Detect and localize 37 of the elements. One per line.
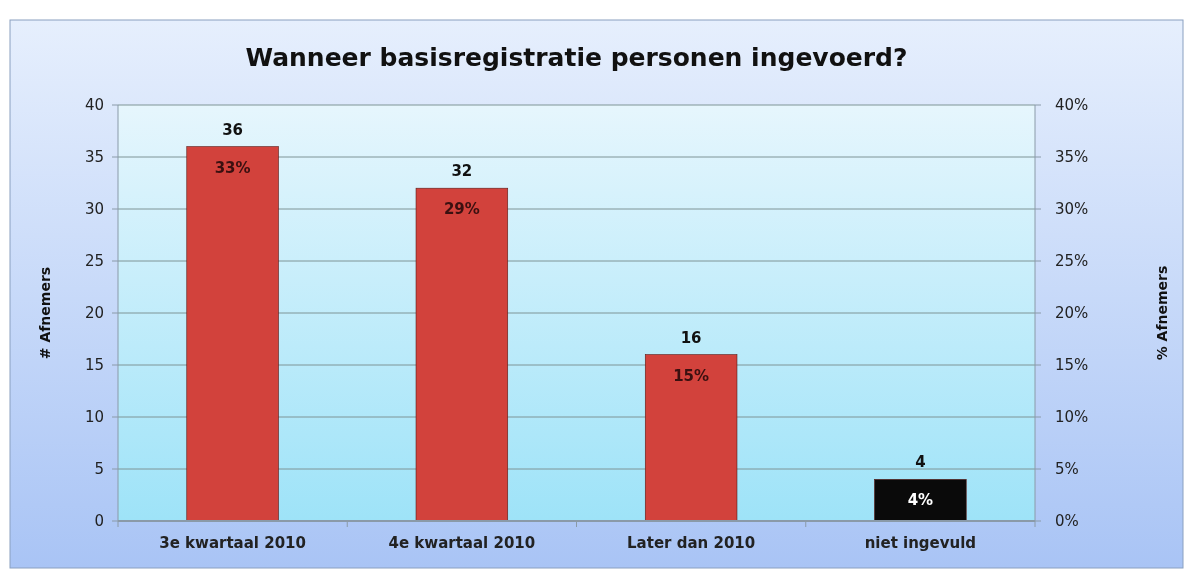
y2-tick-label: 20%: [1055, 304, 1089, 323]
y-tick-label: 30: [84, 200, 104, 219]
y2-tick-label: 35%: [1055, 148, 1089, 167]
annotation: 33%: [214, 158, 251, 177]
bar: [415, 187, 509, 522]
x-tick-label: 4e kwartaal 2010: [388, 534, 536, 552]
data-label: 16: [680, 328, 702, 347]
y-tick-label: 25: [84, 252, 104, 271]
data-label: 36: [222, 120, 244, 139]
data-label: 32: [451, 162, 473, 181]
y-tick-label: 10: [84, 408, 104, 427]
bar: [874, 479, 967, 522]
bar: [644, 354, 738, 522]
y2-tick-label: 25%: [1055, 252, 1089, 271]
x-tick-label: niet ingevuld: [864, 534, 977, 552]
x-tick-label: Later dan 2010: [627, 534, 756, 552]
data-label: 4: [915, 453, 926, 472]
annotation: 4%: [907, 491, 934, 510]
y2-tick-label: 10%: [1055, 408, 1089, 427]
annotation: 15%: [673, 366, 710, 385]
y-tick-label: 5: [94, 460, 104, 479]
y2-axis-title: % Afnemers: [1154, 265, 1170, 361]
y2-tick-label: 30%: [1055, 200, 1089, 219]
y-tick-label: 0: [94, 512, 104, 531]
bar: [186, 146, 279, 522]
y2-tick-label: 5%: [1055, 460, 1079, 479]
annotation: 29%: [443, 200, 480, 219]
y-tick-label: 20: [84, 304, 104, 323]
y-axis-title: # Afnemers: [37, 266, 53, 360]
y-tick-label: 15: [84, 356, 104, 375]
y2-tick-label: 40%: [1055, 96, 1089, 115]
y-tick-label: 40: [84, 96, 104, 115]
y-tick-label: 35: [84, 148, 104, 167]
chart-title: Wanneer basisregistratie personen ingevoerd?: [245, 43, 908, 72]
y2-tick-label: 0%: [1055, 512, 1079, 531]
x-tick-label: 3e kwartaal 2010: [159, 534, 306, 552]
y2-tick-label: 15%: [1055, 356, 1089, 375]
